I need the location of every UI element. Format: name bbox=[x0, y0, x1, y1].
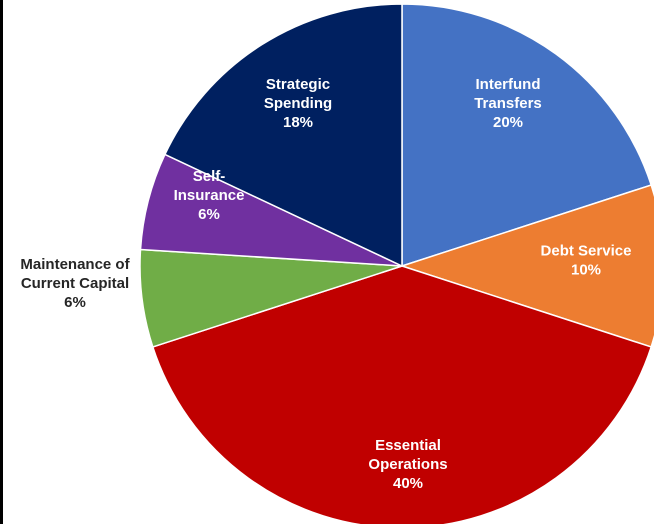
slice-essential-operations bbox=[151, 265, 653, 524]
label-maintenance-of-current-capital: Maintenance of Current Capital 6% bbox=[20, 256, 130, 311]
label-strategic-spending: Strategic Spending 18% bbox=[264, 76, 332, 131]
pie-chart: Interfund Transfers 20% Debt Service 10% Esse… bbox=[20, 3, 654, 524]
pie-slices bbox=[139, 3, 654, 524]
pie-labels: Interfund Transfers 20% Debt Service 10% Esse… bbox=[20, 76, 631, 492]
label-self-insurance: Self-Insurance 6% bbox=[174, 168, 245, 223]
slice-interfund-transfers bbox=[401, 3, 653, 268]
slice-strategic-spending bbox=[163, 3, 403, 268]
slice-debt-service bbox=[399, 184, 654, 348]
label-essential-operations: Essential Operations 40% bbox=[368, 437, 447, 492]
label-debt-service: Debt Service 10% bbox=[541, 243, 632, 279]
label-interfund-transfers: Interfund Transfers 20% bbox=[474, 76, 542, 131]
